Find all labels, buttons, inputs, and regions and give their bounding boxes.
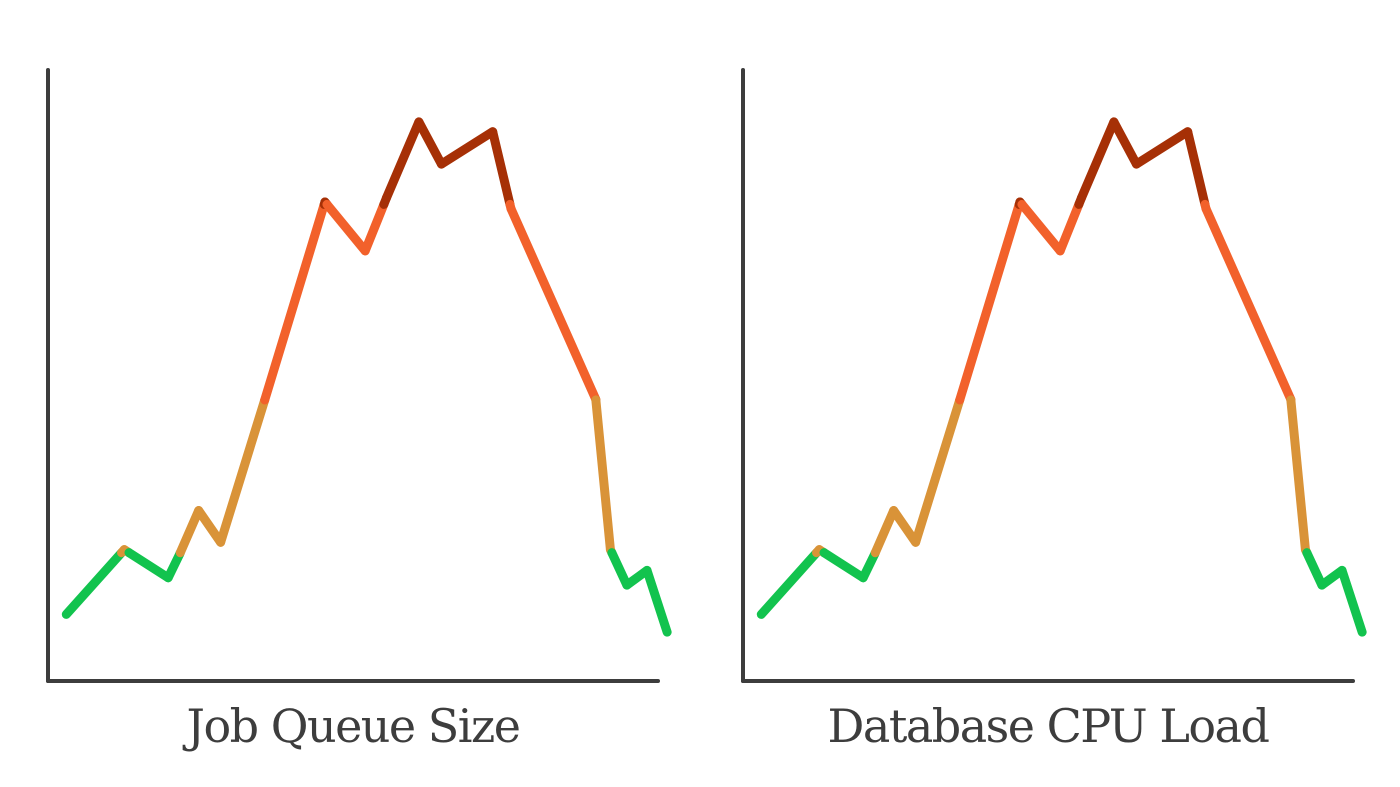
line-segment bbox=[889, 506, 921, 547]
line-segment bbox=[607, 548, 632, 590]
line-segment bbox=[488, 127, 515, 209]
chart-panel-database-cpu: Database CPU Load bbox=[741, 68, 1367, 753]
line-segment bbox=[260, 199, 329, 405]
line-segment bbox=[1183, 127, 1210, 209]
line-segment bbox=[1131, 127, 1193, 169]
line-segment bbox=[436, 127, 498, 169]
line-segment bbox=[591, 395, 615, 555]
line-segment bbox=[382, 117, 424, 203]
line-segment bbox=[1201, 204, 1296, 404]
line-segment bbox=[124, 548, 173, 583]
line-segment bbox=[1337, 565, 1367, 637]
x-axis-label: Database CPU Load bbox=[828, 699, 1270, 753]
series-line-database-cpu bbox=[756, 117, 1367, 637]
series-line-job-queue bbox=[61, 117, 672, 637]
line-segment bbox=[322, 199, 370, 256]
line-segment bbox=[414, 117, 446, 169]
line-segment bbox=[360, 199, 389, 256]
line-segment bbox=[1302, 548, 1327, 590]
line-segment bbox=[61, 548, 127, 619]
line-segment bbox=[642, 565, 672, 637]
line-segment bbox=[756, 548, 822, 619]
x-axis-label: Job Queue Size bbox=[183, 699, 520, 753]
line-segment bbox=[955, 199, 1024, 405]
line-segment bbox=[194, 506, 226, 547]
line-segment bbox=[1286, 395, 1310, 555]
line-segment bbox=[1109, 117, 1141, 169]
line-segment bbox=[1077, 117, 1119, 203]
line-segment bbox=[819, 548, 868, 583]
line-segment bbox=[175, 506, 204, 558]
line-segment bbox=[506, 204, 601, 404]
line-segment bbox=[870, 506, 899, 558]
line-segment bbox=[911, 396, 965, 547]
line-segment bbox=[1055, 199, 1084, 256]
line-segment bbox=[216, 396, 270, 547]
line-segment bbox=[1017, 199, 1065, 256]
chart-panel-job-queue: Job Queue Size bbox=[46, 68, 672, 753]
